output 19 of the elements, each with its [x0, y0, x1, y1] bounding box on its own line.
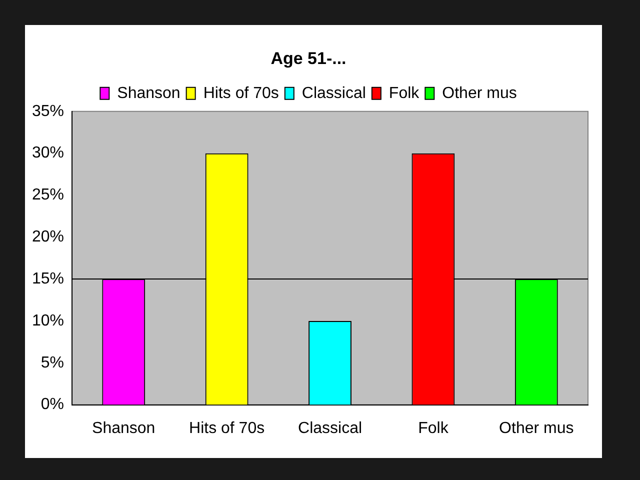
y-tick-label: 20% [32, 228, 64, 246]
y-tick-label: 10% [32, 312, 64, 330]
legend-label: Hits of 70s [203, 84, 279, 102]
y-tick-label: 35% [32, 102, 64, 120]
legend-label: Shanson [117, 84, 180, 102]
x-tick-label: Hits of 70s [189, 420, 265, 437]
x-tick-label: Classical [298, 420, 362, 437]
x-tick-label: Shanson [92, 420, 156, 437]
y-tick-label: 0% [40, 396, 64, 414]
legend-label: Other mus [442, 84, 517, 102]
y-tick-label: 15% [32, 270, 64, 288]
legend-label: Folk [388, 84, 420, 102]
legend-label: Classical [302, 84, 366, 102]
y-tick-label: 30% [32, 144, 64, 162]
chart-title: Age 51-... [270, 48, 346, 68]
x-tick-label: Folk [418, 420, 450, 437]
x-tick-label: Other mus [499, 420, 574, 437]
y-tick-label: 5% [40, 354, 64, 372]
y-tick-label: 25% [32, 186, 64, 204]
